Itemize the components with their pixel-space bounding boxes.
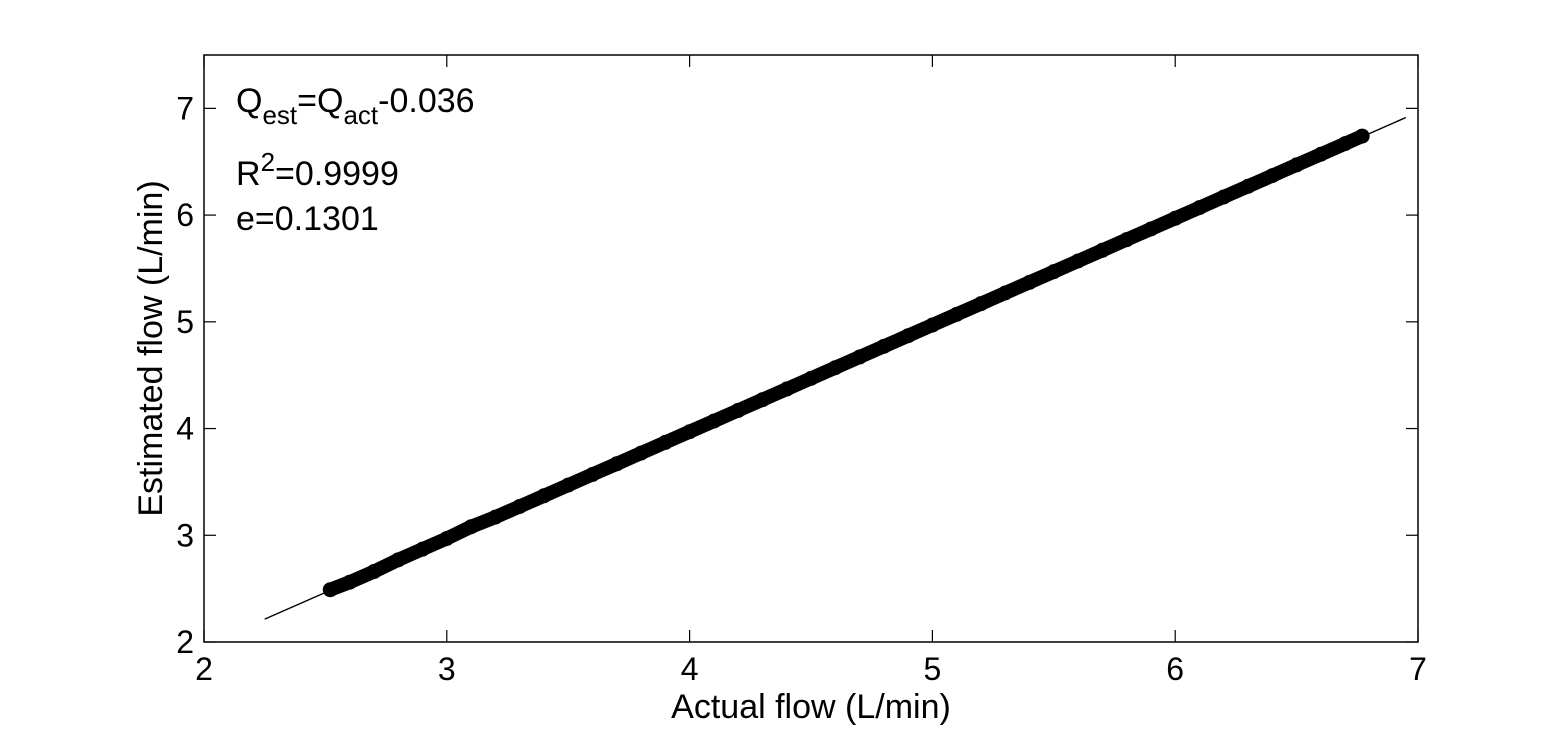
x-axis-label: Actual flow (L/min) <box>671 688 951 726</box>
eq-equals-q: =Q <box>297 82 343 120</box>
fit-line-layer <box>264 116 1407 620</box>
x-tick-label: 7 <box>1409 651 1427 687</box>
fit-equation-annotation: Qest=Qact-0.036 <box>236 82 475 130</box>
x-tick-label: 2 <box>195 651 213 687</box>
plot-area-frame <box>203 54 1419 643</box>
r2-sup: 2 <box>261 147 275 177</box>
r2-main: R <box>236 155 261 193</box>
y-tick-label: 6 <box>176 197 194 233</box>
x-tick-label: 4 <box>681 651 699 687</box>
eq-lhs-sub: est <box>262 100 297 130</box>
r-squared-annotation: R2=0.9999 <box>236 147 399 193</box>
tick-layer: 2 3 4 5 6 7 2 3 4 5 6 7 <box>176 55 1427 687</box>
eq-rhs-tail: -0.036 <box>378 82 474 120</box>
r2-tail: =0.9999 <box>275 155 399 193</box>
y-tick-label: 5 <box>176 304 194 340</box>
y-tick-label: 3 <box>176 517 194 553</box>
fit-line <box>264 116 1407 620</box>
eq-rhs-sub: act <box>343 100 378 130</box>
y-tick-label: 4 <box>176 411 194 447</box>
error-annotation: e=0.1301 <box>236 200 379 238</box>
eq-lhs-main: Q <box>236 82 262 120</box>
y-tick-label: 7 <box>176 90 194 126</box>
y-axis-label: Estimated flow (L/min) <box>132 180 170 516</box>
x-tick-label: 6 <box>1166 651 1184 687</box>
x-tick-label: 3 <box>438 651 456 687</box>
y-tick-label: 2 <box>176 624 194 660</box>
x-tick-label: 5 <box>924 651 942 687</box>
